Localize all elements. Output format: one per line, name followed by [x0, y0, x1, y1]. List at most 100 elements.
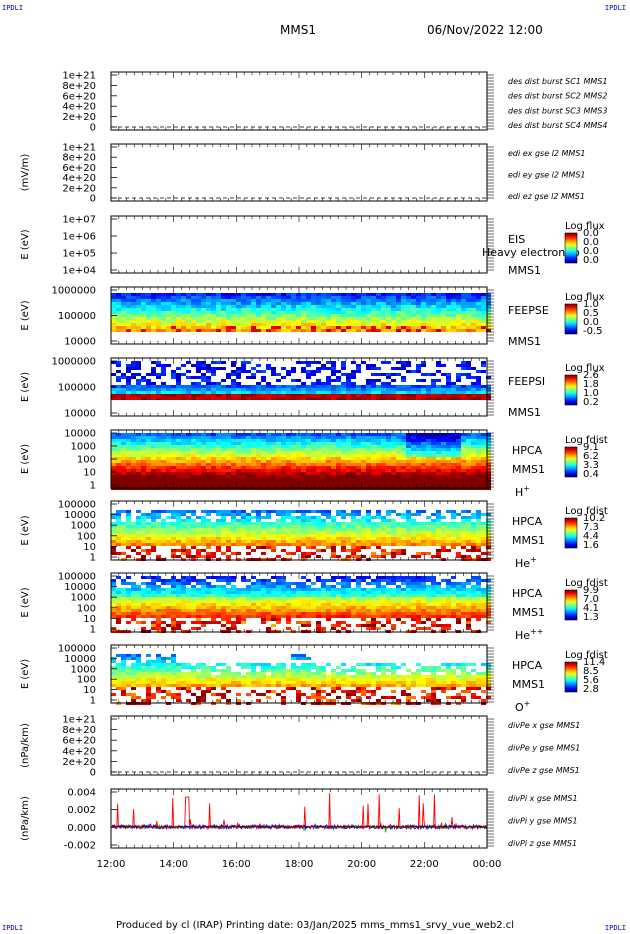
legend-item-des: des dist burst SC2 MMS2: [508, 92, 607, 101]
y-tick-label-des: 4e+20: [62, 102, 96, 113]
colorbar-tick-hpca_he2: 9.9: [583, 585, 599, 596]
instrument-label-hpca_he: HPCA: [512, 515, 543, 528]
y-tick-label-des: 6e+20: [62, 91, 96, 102]
y-tick-label-hpca_o: 10000: [64, 654, 96, 665]
y-tick-label-hpca_he2: 10000: [64, 582, 96, 593]
instrument-label-hpca_o: HPCA: [512, 659, 543, 672]
y-tick-label-hpca_he2: 100: [77, 603, 96, 614]
legend-item-des: des dist burst SC3 MMS3: [508, 106, 607, 115]
instrument-label-hpca_he2: HPCA: [512, 587, 543, 600]
y-tick-label-feepse: 10000: [64, 337, 96, 348]
y-axis-title-hpca_h: E (eV): [20, 444, 31, 474]
legend-item-divpi: divPi y gse MMS1: [508, 817, 578, 826]
species-label-hpca_he: He+: [515, 555, 537, 570]
x-tick-label: 14:00: [159, 859, 188, 870]
corner-tag-bottom-right: IPDLI: [604, 924, 626, 932]
y-tick-label-feepse: 100000: [58, 311, 96, 322]
x-tick-label: 12:00: [97, 859, 126, 870]
y-tick-label-hpca_o: 100000: [58, 644, 96, 655]
y-tick-label-divpe: 1e+21: [62, 715, 96, 726]
y-tick-label-feepse: 1000000: [51, 286, 96, 297]
y-tick-label-divpe: 6e+20: [62, 736, 96, 747]
legend-item-edi: edi ez gse l2 MMS1: [508, 192, 585, 201]
colorbar-tick-hpca_h: 6.2: [583, 451, 599, 462]
colorbar-tick-feepse: 1.0: [583, 299, 599, 310]
colorbar-tick-hpca_h: 3.3: [583, 460, 599, 471]
corner-tag-bottom-left: IPDLI: [2, 924, 24, 932]
colorbar-title-hpca_h: Log fdist: [565, 435, 608, 446]
y-axis-title-hpca_he2: E (eV): [20, 587, 31, 617]
colorbar-tick-hpca_h: 0.4: [583, 469, 599, 480]
y-tick-label-hpca_he: 1000: [71, 521, 96, 532]
colorbar-feepsi: [564, 374, 578, 406]
y-tick-label-hpca_h: 1000: [71, 442, 96, 453]
legend-item-divpi: divPi z gse MMS1: [508, 839, 577, 848]
y-tick-label-hpca_he2: 10: [83, 614, 96, 625]
spectrogram-hpca_o: [111, 654, 491, 705]
y-tick-label-hpca_he: 10000: [64, 510, 96, 521]
colorbar-tick-eis: 0.0: [583, 255, 599, 266]
y-axis-title-hpca_o: E (eV): [20, 659, 31, 689]
y-tick-label-divpe: 4e+20: [62, 746, 96, 757]
colorbar-tick-eis: 0.0: [583, 228, 599, 239]
y-tick-label-eis: 1e+07: [62, 215, 96, 226]
y-tick-label-hpca_o: 10: [83, 685, 96, 696]
colorbar-tick-feepsi: 2.6: [583, 370, 599, 381]
y-tick-label-divpi: -0.002: [64, 841, 96, 852]
panel-frame-divpe: [110, 715, 488, 776]
spacecraft-label-hpca_he: MMS1: [512, 534, 545, 547]
panel-frame-edi: [110, 143, 488, 202]
spectrogram-feepse: [111, 293, 491, 332]
y-tick-label-eis: 1e+06: [62, 232, 96, 243]
y-tick-label-divpe: 2e+20: [62, 757, 96, 768]
y-tick-label-eis: 1e+04: [62, 266, 96, 277]
colorbar-hpca_he: [564, 517, 578, 549]
y-tick-label-des: 0: [90, 123, 96, 134]
legend-item-des: des dist burst SC4 MMS4: [508, 121, 607, 130]
y-tick-label-des: 2e+20: [62, 112, 96, 123]
panel-frame-divpi: [110, 788, 488, 849]
footer-credit: Produced by cl (IRAP) Printing date: 03/…: [115, 920, 515, 931]
colorbar-hpca_h: [564, 446, 578, 478]
colorbar-tick-hpca_h: 9.1: [583, 442, 599, 453]
colorbar-tick-hpca_o: 8.5: [583, 666, 599, 677]
y-axis-title-feepsi: E (eV): [20, 372, 31, 402]
legend-item-edi: edi ex gse l2 MMS1: [508, 149, 586, 158]
species-label-hpca_o: O+: [515, 699, 530, 714]
legend-item-edi: edi ey gse l2 MMS1: [508, 171, 586, 180]
colorbar-title-feepsi: Log flux: [565, 363, 605, 374]
y-tick-label-hpca_he: 100: [77, 531, 96, 542]
colorbar-tick-feepsi: 1.8: [583, 379, 599, 390]
y-tick-label-hpca_h: 10000: [64, 429, 96, 440]
spacecraft-label-feepsi: MMS1: [508, 406, 541, 419]
corner-tag-top-right: IPDLI: [604, 4, 626, 12]
y-axis-title-edi: (mV/m): [20, 154, 31, 192]
colorbar-tick-hpca_o: 5.6: [583, 675, 599, 686]
datetime-title: 06/Nov/2022 12:00: [427, 23, 543, 37]
colorbar-tick-hpca_o: 2.8: [583, 684, 599, 695]
divpi-x-line: [111, 793, 487, 830]
colorbar-tick-eis: 0.0: [583, 246, 599, 257]
colorbar-title-feepse: Log flux: [565, 292, 605, 303]
y-tick-label-hpca_o: 1: [90, 696, 96, 707]
y-tick-label-hpca_o: 100: [77, 675, 96, 686]
y-tick-label-hpca_he2: 1: [90, 625, 96, 636]
y-tick-label-edi: 1e+21: [62, 143, 96, 154]
x-tick-label: 22:00: [410, 859, 439, 870]
y-axis-title-divpi: (nPa/km): [20, 796, 31, 841]
species-charge-hpca_h: +: [523, 484, 530, 493]
y-tick-label-hpca_he: 1: [90, 553, 96, 564]
legend-item-divpe: divPe y gse MMS1: [508, 744, 580, 753]
spacecraft-label-eis: MMS1: [508, 264, 541, 277]
spacecraft-label-hpca_o: MMS1: [512, 678, 545, 691]
y-tick-label-des: 1e+21: [62, 71, 96, 82]
species-charge-hpca_he2: ++: [530, 627, 543, 636]
species-label-hpca_h: H+: [515, 484, 530, 499]
x-tick-label: 16:00: [222, 859, 251, 870]
species-charge-hpca_he: +: [530, 555, 537, 564]
colorbar-tick-hpca_he: 7.3: [583, 522, 599, 533]
colorbar-tick-hpca_o: 11.4: [583, 657, 605, 668]
y-tick-label-divpi: 0.002: [67, 805, 96, 816]
colorbar-tick-eis: 0.0: [583, 237, 599, 248]
y-tick-label-edi: 8e+20: [62, 153, 96, 164]
